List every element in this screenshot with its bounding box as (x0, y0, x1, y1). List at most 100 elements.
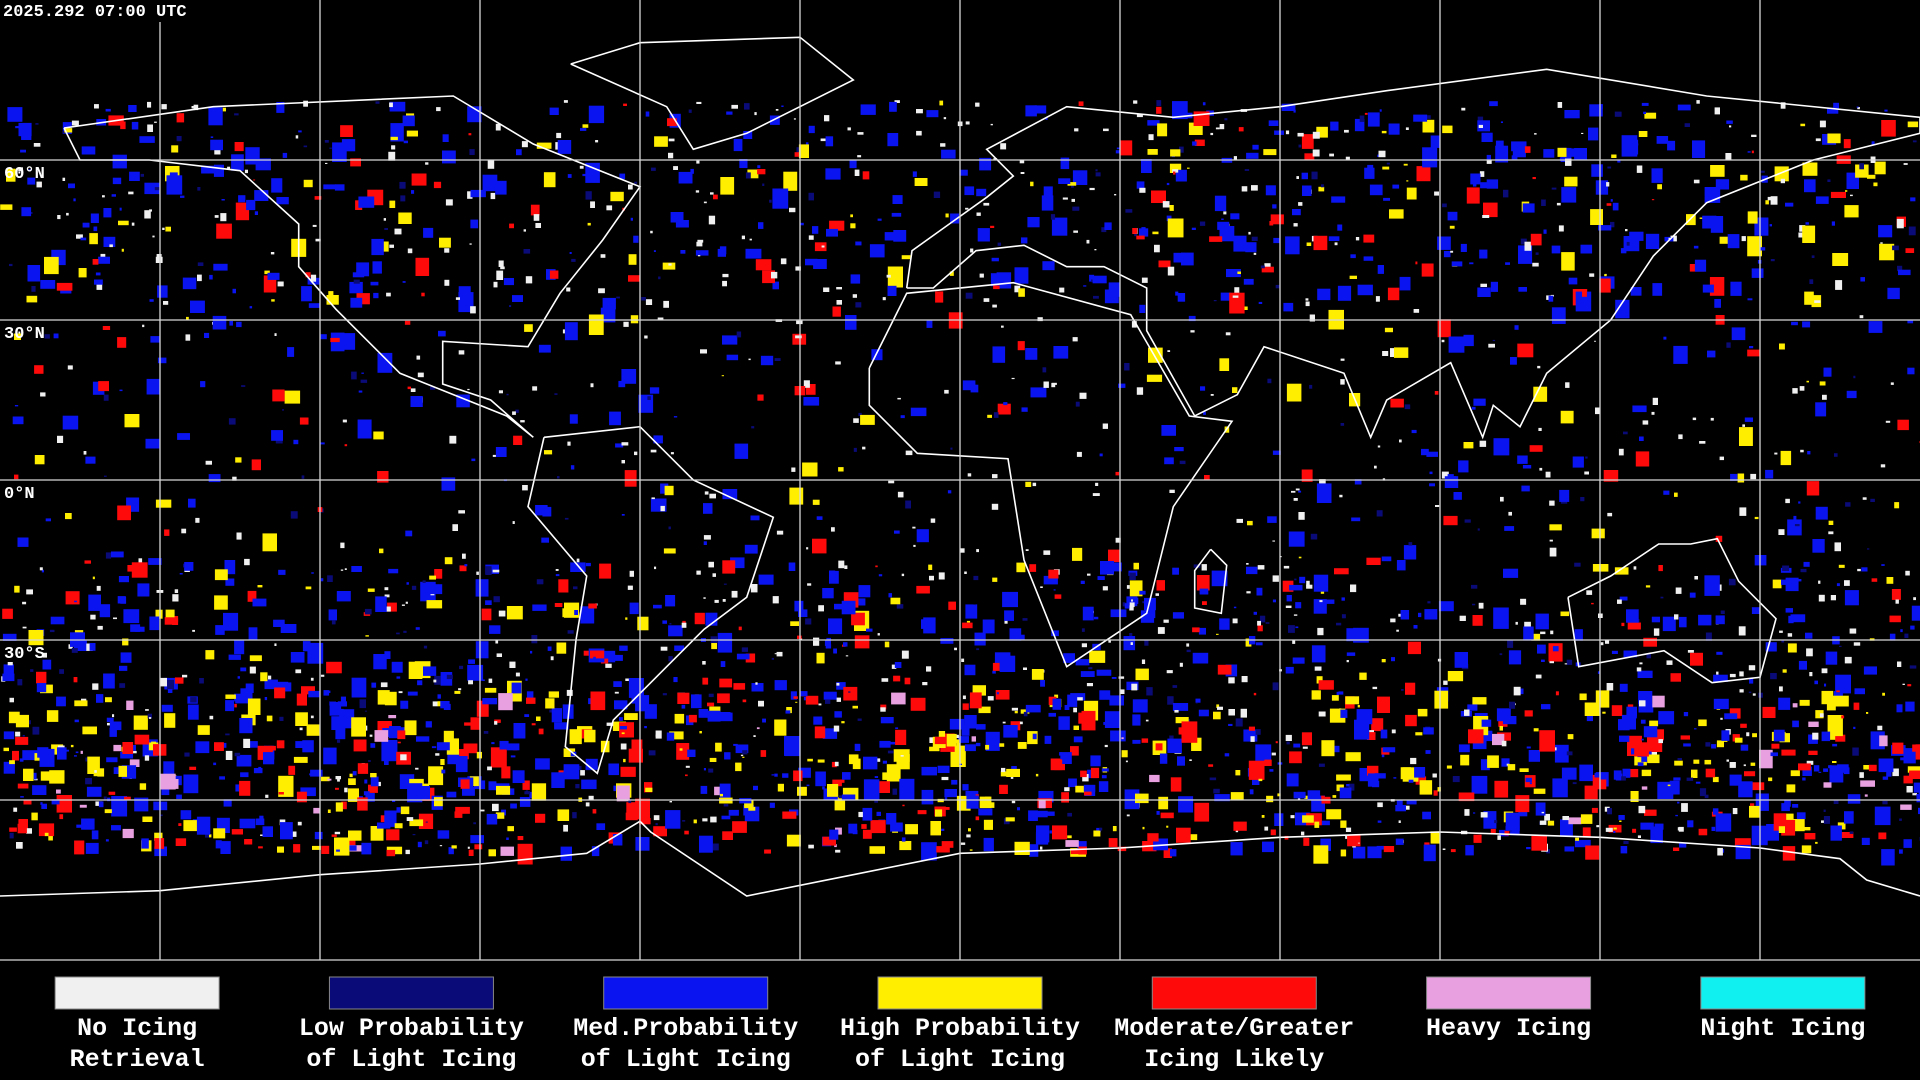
icing-pixel (1751, 607, 1761, 614)
icing-pixel (1194, 139, 1205, 146)
icing-pixel (1652, 397, 1658, 405)
icing-pixel (1004, 610, 1014, 621)
icing-pixel (695, 190, 700, 193)
icing-pixel (1892, 245, 1899, 251)
icing-pixel (1454, 652, 1468, 668)
icing-pixel (1415, 732, 1423, 736)
icing-pixel (1353, 846, 1366, 859)
icing-pixel (1472, 615, 1483, 626)
icing-pixel (1637, 762, 1644, 767)
icing-pixel (1146, 374, 1163, 382)
icing-pixel (790, 621, 799, 626)
icing-pixel (105, 552, 111, 559)
icing-pixel (771, 271, 778, 279)
icing-pixel (1020, 709, 1030, 714)
legend-label: Heavy Icing (1426, 1014, 1591, 1043)
icing-pixel (1564, 176, 1578, 187)
icing-pixel (462, 553, 466, 559)
icing-pixel (1167, 218, 1184, 238)
icing-pixel (1524, 710, 1533, 717)
icing-pixel (44, 832, 49, 837)
icing-pixel (805, 258, 818, 266)
icing-pixel (818, 605, 824, 612)
icing-pixel (1389, 209, 1404, 219)
icing-pixel (740, 754, 744, 757)
icing-pixel (1109, 695, 1124, 706)
icing-pixel (1115, 537, 1121, 543)
icing-pixel (221, 199, 225, 201)
icing-pixel (687, 749, 696, 757)
icing-pixel (1264, 263, 1271, 269)
icing-pixel (1136, 387, 1144, 395)
icing-pixel (1853, 375, 1856, 379)
icing-pixel (20, 796, 24, 798)
icing-pixel (719, 783, 731, 798)
icing-pixel (1252, 778, 1260, 785)
icing-pixel (1523, 626, 1534, 641)
icing-pixel (145, 709, 149, 711)
icing-pixel (673, 677, 678, 683)
icing-pixel (1603, 470, 1619, 482)
icing-pixel (566, 287, 571, 292)
icing-pixel (1433, 790, 1438, 796)
icing-pixel (723, 583, 727, 585)
icing-pixel (1651, 411, 1655, 415)
icing-pixel (1899, 818, 1902, 821)
icing-pixel (1261, 815, 1265, 818)
icing-pixel (1210, 394, 1214, 396)
icing-pixel (712, 573, 716, 577)
icing-pixel (1590, 209, 1603, 225)
icing-pixel (458, 688, 462, 691)
icing-pixel (530, 650, 533, 654)
icing-pixel (1623, 431, 1628, 435)
icing-pixel (74, 700, 88, 707)
icing-pixel (1269, 769, 1274, 772)
icing-pixel (1311, 645, 1326, 663)
icing-pixel (410, 388, 416, 392)
icing-pixel (1390, 348, 1397, 357)
icing-pixel (1313, 845, 1329, 864)
icing-pixel (921, 842, 937, 861)
icing-pixel (1382, 166, 1390, 170)
icing-pixel (1747, 211, 1758, 224)
icing-pixel (1216, 704, 1220, 708)
icing-pixel (1021, 237, 1028, 244)
icing-pixel (987, 696, 994, 701)
icing-pixel (863, 756, 878, 770)
icing-pixel (667, 118, 677, 127)
icing-pixel (1434, 391, 1439, 395)
icing-pixel (1642, 420, 1649, 425)
icing-pixel (1079, 392, 1087, 399)
icing-pixel (1054, 759, 1063, 771)
icing-pixel (124, 414, 140, 428)
icing-pixel (1303, 837, 1310, 846)
icing-pixel (728, 809, 739, 816)
icing-pixel (227, 166, 231, 170)
icing-pixel (389, 101, 406, 112)
icing-pixel (1862, 497, 1867, 500)
icing-pixel (470, 717, 480, 730)
icing-pixel (688, 714, 697, 723)
icing-pixel (424, 840, 429, 845)
icing-pixel (1366, 557, 1381, 565)
icing-pixel (615, 443, 624, 448)
icing-pixel (905, 450, 913, 456)
icing-pixel (59, 669, 64, 674)
icing-pixel (1394, 347, 1409, 358)
icing-pixel (189, 766, 197, 770)
icing-pixel (309, 773, 313, 776)
icing-pixel (1244, 306, 1248, 310)
icing-pixel (1144, 640, 1149, 646)
icing-pixel (1747, 236, 1762, 257)
icing-pixel (857, 132, 864, 135)
icing-pixel (293, 439, 299, 445)
icing-pixel (337, 778, 340, 782)
legend-label: Moderate/Greater (1114, 1014, 1354, 1043)
icing-pixel (1614, 567, 1629, 575)
icing-pixel (1422, 811, 1431, 820)
icing-pixel (66, 749, 69, 752)
icing-pixel (1538, 427, 1542, 431)
icing-pixel (234, 640, 245, 655)
icing-pixel (350, 297, 363, 308)
icing-pixel (720, 661, 726, 667)
